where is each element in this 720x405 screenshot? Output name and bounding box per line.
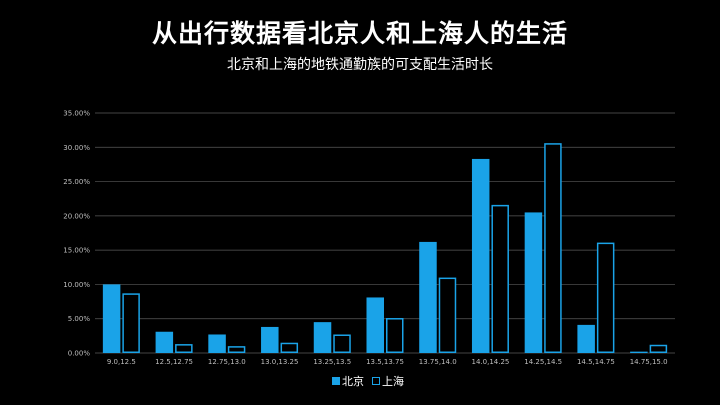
y-tick-label: 10.00% bbox=[63, 281, 90, 289]
bar-beijing bbox=[524, 212, 543, 353]
x-tick-label: 13.5,13.75 bbox=[366, 358, 404, 366]
y-tick-label: 25.00% bbox=[63, 178, 90, 186]
bar-beijing bbox=[630, 351, 648, 353]
bar-beijing bbox=[102, 284, 121, 353]
bar-shanghai bbox=[649, 344, 668, 353]
x-tick-label: 9.0,12.5 bbox=[107, 358, 136, 366]
bar-shanghai bbox=[122, 293, 140, 354]
bar-shanghai bbox=[175, 344, 193, 354]
legend-swatch-shanghai bbox=[372, 377, 380, 385]
bar-shanghai bbox=[280, 342, 299, 354]
bar-beijing bbox=[261, 326, 279, 353]
legend-label-shanghai: 上海 bbox=[382, 374, 404, 388]
x-tick-label: 13.0,13.25 bbox=[261, 358, 299, 366]
bar-beijing bbox=[366, 297, 384, 353]
y-tick-label: 20.00% bbox=[63, 212, 90, 220]
x-axis: 9.0,12.5 12.5,12.75 12.75,13.0 13.0,13.25 13… bbox=[107, 358, 668, 366]
legend-swatch-beijing bbox=[332, 377, 340, 385]
x-tick-label: 13.25,13.5 bbox=[313, 358, 351, 366]
bar-beijing bbox=[155, 331, 174, 353]
bar-shanghai bbox=[438, 277, 457, 354]
y-tick-label: 0.00% bbox=[68, 350, 91, 358]
x-tick-label: 14.75,15.0 bbox=[630, 358, 668, 366]
bar-shanghai bbox=[386, 318, 404, 353]
bar-beijing bbox=[313, 322, 332, 353]
grid-lines bbox=[95, 112, 675, 354]
x-tick-label: 12.75,13.0 bbox=[208, 358, 246, 366]
x-tick-label: 14.0,14.25 bbox=[472, 358, 510, 366]
x-tick-label: 12.5,12.75 bbox=[155, 358, 193, 366]
bar-shanghai bbox=[491, 204, 509, 353]
y-tick-label: 15.00% bbox=[63, 247, 90, 255]
legend-label-beijing: 北京 bbox=[342, 374, 364, 388]
chart-subtitle: 北京和上海的地铁通勤族的可支配生活时长 bbox=[227, 57, 493, 73]
x-tick-label: 14.25,14.5 bbox=[524, 358, 562, 366]
bar-beijing bbox=[208, 334, 226, 353]
bar-beijing bbox=[471, 158, 490, 353]
y-tick-label: 30.00% bbox=[63, 144, 90, 152]
bar-beijing bbox=[577, 324, 595, 353]
chart-title: 从出行数据看北京人和上海人的生活 bbox=[151, 19, 568, 48]
y-axis: 0.00% 5.00% 10.00% 15.00% 20.00% 25.00% 30.00%… bbox=[63, 110, 90, 358]
bar-shanghai bbox=[227, 346, 246, 353]
bar-shanghai bbox=[596, 242, 615, 354]
bars bbox=[102, 143, 668, 354]
bar-shanghai bbox=[333, 334, 351, 354]
x-tick-label: 14.5,14.75 bbox=[577, 358, 615, 366]
x-tick-label: 13.75,14.0 bbox=[419, 358, 457, 366]
y-tick-label: 35.00% bbox=[63, 110, 90, 118]
bar-beijing bbox=[419, 241, 437, 353]
legend: 北京 上海 bbox=[332, 374, 404, 388]
bar-shanghai bbox=[544, 143, 562, 353]
y-tick-label: 5.00% bbox=[68, 315, 91, 323]
